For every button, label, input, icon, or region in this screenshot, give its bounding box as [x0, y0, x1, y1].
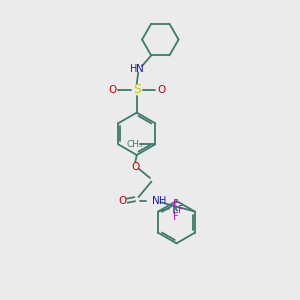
Text: N: N — [152, 196, 160, 206]
Text: O: O — [118, 196, 126, 206]
Text: CH₃: CH₃ — [126, 140, 143, 149]
Text: O: O — [131, 162, 140, 172]
Text: H: H — [130, 64, 137, 74]
Text: H: H — [159, 196, 166, 206]
Text: N: N — [136, 64, 144, 74]
Text: S: S — [133, 83, 141, 96]
Text: F: F — [173, 200, 179, 209]
Text: F: F — [173, 212, 179, 222]
Text: O: O — [108, 85, 116, 94]
Text: F: F — [178, 205, 184, 215]
Text: O: O — [157, 85, 165, 94]
